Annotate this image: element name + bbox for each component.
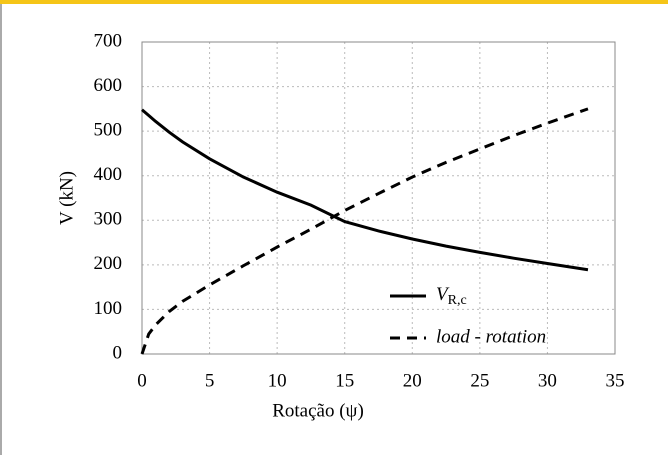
x-tick-label: 10 (268, 370, 287, 391)
x-axis-label: Rotação (ψ) (272, 400, 364, 421)
top-bar (0, 0, 668, 4)
legend-label: VR,c (436, 284, 467, 308)
y-tick-label: 100 (94, 298, 123, 319)
x-tick-label: 5 (205, 370, 215, 391)
y-axis-label: V (kN) (56, 171, 77, 225)
data-line (140, 107, 589, 355)
plot-frame (141, 41, 616, 355)
x-tick-label: 0 (137, 370, 147, 391)
y-tick-label: 400 (94, 164, 123, 185)
x-tick-label: 25 (470, 370, 489, 391)
x-tick-label: 15 (335, 370, 354, 391)
y-tick-label: 600 (94, 75, 123, 96)
x-tick-label: 35 (606, 370, 625, 391)
y-tick-label: 0 (113, 342, 123, 363)
y-tick-label: 300 (94, 209, 123, 230)
y-tick-label: 700 (94, 30, 123, 51)
y-tick-label: 500 (94, 120, 123, 141)
x-tick-label: 30 (538, 370, 557, 391)
data-line (141, 108, 589, 272)
y-tick-label: 200 (94, 253, 123, 274)
x-tick-label: 20 (403, 370, 422, 391)
legend-label: load - rotation (436, 326, 546, 347)
